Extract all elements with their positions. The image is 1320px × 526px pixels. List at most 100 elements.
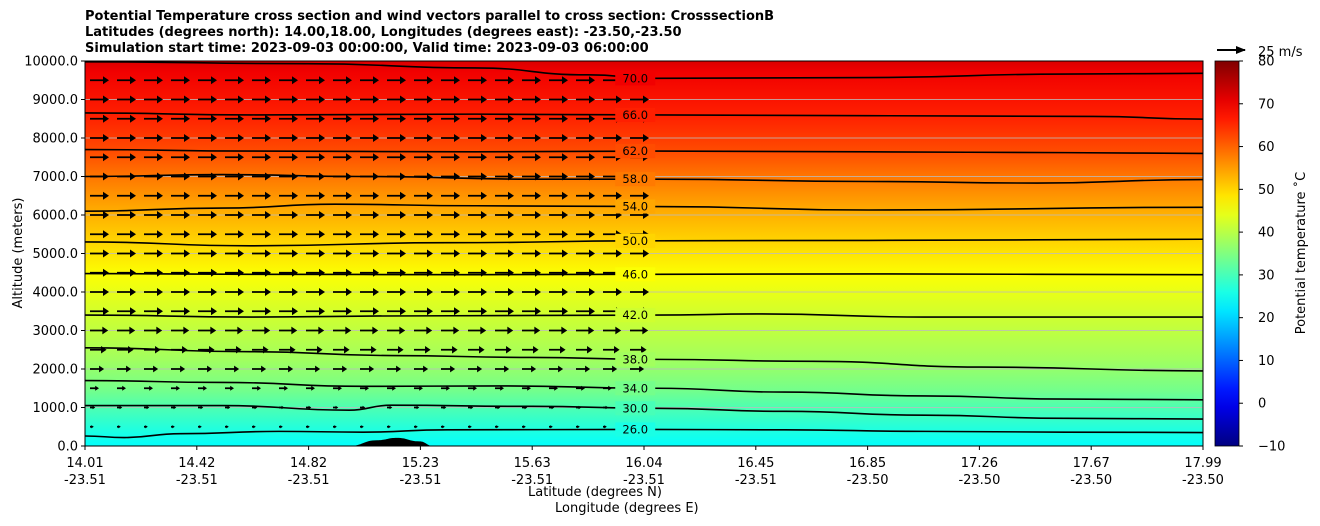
wind-vector <box>90 153 109 162</box>
colorbar-tick-label: −10 <box>1258 440 1285 455</box>
wind-vector <box>495 134 514 142</box>
y-axis-label: Altitude (meters) <box>11 198 26 309</box>
wind-vector <box>144 230 163 239</box>
wind-vector <box>144 425 148 429</box>
wind-vector <box>171 191 190 200</box>
wind-vector <box>144 288 163 296</box>
wind-vector <box>306 230 325 239</box>
wind-vector <box>630 249 649 258</box>
wind-vector <box>279 172 298 181</box>
x-tick-label-lon: -23.51 <box>64 473 106 488</box>
wind-vector <box>495 249 514 258</box>
wind-vector <box>576 288 595 296</box>
wind-vector <box>225 307 244 316</box>
wind-vector <box>225 134 244 142</box>
wind-vector <box>198 425 202 429</box>
wind-vector <box>225 405 231 410</box>
wind-vector <box>495 211 514 219</box>
wind-vector <box>603 365 618 373</box>
colorbar-tick-label: 50 <box>1258 183 1275 198</box>
wind-vector <box>333 346 350 354</box>
contour-line <box>85 347 1203 372</box>
wind-vector <box>360 76 379 85</box>
wind-vector <box>387 114 406 123</box>
wind-vector <box>144 76 163 85</box>
wind-vector <box>117 230 136 239</box>
wind-vector <box>279 425 283 429</box>
wind-vector <box>117 76 136 85</box>
wind-vector <box>198 114 217 123</box>
wind-vector <box>306 385 315 391</box>
wind-vector <box>468 249 487 258</box>
colorbar-label: Potential temperature ˚C <box>1293 172 1309 335</box>
wind-vector <box>90 134 109 142</box>
wind-vector <box>387 76 406 85</box>
x-tick-label-lat: 15.23 <box>402 456 439 471</box>
contour-label-gap <box>615 107 656 122</box>
wind-vector <box>468 114 487 123</box>
contour-label: 46.0 <box>622 267 648 281</box>
wind-vector <box>306 288 325 296</box>
chart-title-line-3: Simulation start time: 2023-09-03 00:00:… <box>85 41 649 56</box>
wind-vector <box>90 191 109 200</box>
wind-vector <box>576 346 593 354</box>
wind-vector <box>549 365 564 373</box>
wind-vector <box>171 307 190 316</box>
wind-vector <box>576 425 580 429</box>
wind-vector <box>468 346 485 354</box>
wind-vector <box>495 425 499 429</box>
wind-vector <box>333 326 352 335</box>
x-tick-label-lat: 14.82 <box>290 456 327 471</box>
x-axis: 14.01 -23.51 14.42 -23.51 14.82 -23.51 15.23 -2… <box>64 446 1224 488</box>
wind-vector <box>495 326 514 335</box>
x-tick-label-lat: 17.67 <box>1073 456 1110 471</box>
wind-vector <box>171 153 190 162</box>
wind-vector <box>630 191 649 200</box>
wind-vector <box>387 153 406 162</box>
wind-vector <box>90 230 109 239</box>
x-tick-label-lon: -23.51 <box>623 473 665 488</box>
wind-vector <box>441 76 460 85</box>
wind-vector <box>522 191 541 200</box>
wind-vector <box>117 191 136 200</box>
contour-label-gap <box>615 233 656 248</box>
wind-vector <box>225 153 244 162</box>
contour-label: 34.0 <box>622 381 648 395</box>
wind-vector <box>306 365 321 373</box>
wind-vector <box>117 114 136 123</box>
wind-vector <box>468 288 487 296</box>
wind-vector <box>333 405 339 410</box>
wind-vector <box>252 153 271 162</box>
wind-vector <box>225 385 234 391</box>
wind-vector <box>252 288 271 296</box>
wind-vector <box>576 114 595 123</box>
wind-vector <box>144 114 163 123</box>
wind-vector <box>225 211 244 219</box>
terrain <box>349 437 434 446</box>
wind-vector <box>414 346 431 354</box>
wind-vector <box>414 288 433 296</box>
wind-vector <box>495 95 514 104</box>
terrain-shape <box>349 437 434 446</box>
wind-vector <box>495 114 514 123</box>
wind-vector <box>117 288 136 296</box>
contour-label-gap <box>615 267 656 282</box>
wind-vector <box>495 307 514 316</box>
wind-vector <box>522 95 541 104</box>
wind-vector <box>171 326 190 335</box>
wind-vector <box>522 307 541 316</box>
wind-vector <box>279 365 294 373</box>
wind-vector <box>279 230 298 239</box>
wind-vector <box>549 114 568 123</box>
y-axis: 0.0 1000.0 2000.0 3000.0 4000.0 5000.0 6000.0 7… <box>24 55 85 455</box>
wind-vector <box>198 191 217 200</box>
wind-vector <box>549 346 566 354</box>
contour-label: 26.0 <box>622 422 648 436</box>
wind-vector <box>90 365 105 373</box>
wind-vector <box>279 288 298 296</box>
x-tick-label-lon: -23.51 <box>511 473 553 488</box>
y-tick-label: 4000.0 <box>33 286 79 301</box>
wind-vector <box>387 365 402 373</box>
wind-vector <box>630 95 649 104</box>
wind-vector <box>549 425 553 429</box>
